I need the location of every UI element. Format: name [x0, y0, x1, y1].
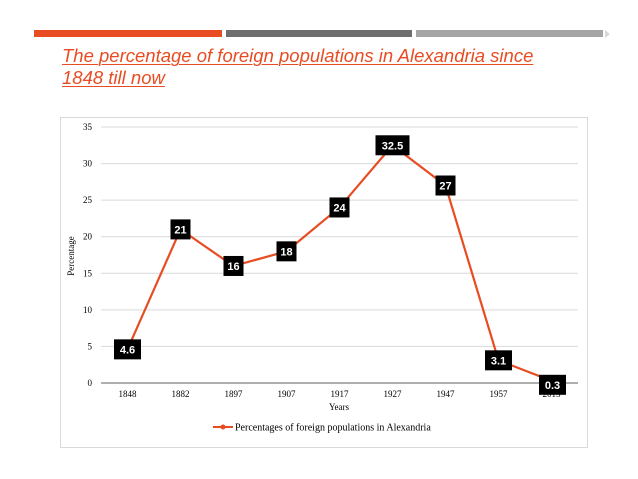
x-tick-label: 1882	[172, 389, 190, 399]
x-tick-label: 1848	[119, 389, 138, 399]
data-label-box	[375, 135, 410, 156]
data-label-box	[114, 339, 141, 360]
x-tick-label: 1907	[278, 389, 297, 399]
data-label-box	[276, 241, 297, 262]
y-tick-label: 15	[83, 268, 93, 278]
data-label: 21	[174, 224, 186, 236]
data-label-box	[435, 175, 456, 196]
slide-title-line-1: The percentage of foreign populations in…	[62, 45, 534, 66]
accent-bar-light-gray	[416, 30, 603, 37]
y-tick-label: 35	[83, 122, 93, 132]
data-label: 18	[280, 246, 292, 258]
slide-title-line-2: 1848 till now	[62, 67, 165, 88]
data-label-box	[329, 197, 350, 218]
data-label: 27	[439, 181, 451, 193]
x-tick-label: 1957	[490, 389, 509, 399]
data-label-box	[223, 255, 244, 276]
accent-bar-orange	[34, 30, 222, 37]
accent-bar-dark-gray	[226, 30, 412, 37]
x-axis-title: Years	[329, 402, 350, 412]
y-tick-label: 30	[83, 159, 93, 169]
x-tick-label: 1897	[225, 389, 244, 399]
data-label: 32.5	[382, 140, 403, 152]
data-label: 4.6	[120, 344, 135, 356]
x-tick-label: 1947	[437, 389, 456, 399]
y-tick-label: 20	[83, 232, 93, 242]
x-tick-label: 1927	[384, 389, 403, 399]
corner-triangle-icon	[605, 30, 610, 38]
data-label: 3.1	[491, 355, 506, 367]
y-tick-label: 25	[83, 195, 93, 205]
legend-label: Percentages of foreign populations in Al…	[235, 423, 431, 434]
x-tick-label: 1917	[331, 389, 350, 399]
y-axis-title: Percentage	[66, 236, 76, 275]
data-label-box	[485, 350, 512, 371]
data-label: 0.3	[545, 380, 560, 392]
data-label-box	[539, 374, 566, 395]
slide-title: The percentage of foreign populations in…	[62, 45, 582, 89]
legend: Percentages of foreign populations in Al…	[213, 423, 431, 434]
y-tick-label: 5	[88, 341, 93, 351]
data-label-box	[170, 219, 191, 240]
y-tick-label: 0	[88, 378, 93, 388]
data-label: 16	[227, 261, 239, 273]
y-tick-label: 10	[83, 305, 93, 315]
series-line	[126, 144, 552, 382]
chart-frame	[60, 117, 588, 448]
legend-marker-swatch	[220, 424, 226, 430]
data-label: 24	[333, 202, 346, 214]
